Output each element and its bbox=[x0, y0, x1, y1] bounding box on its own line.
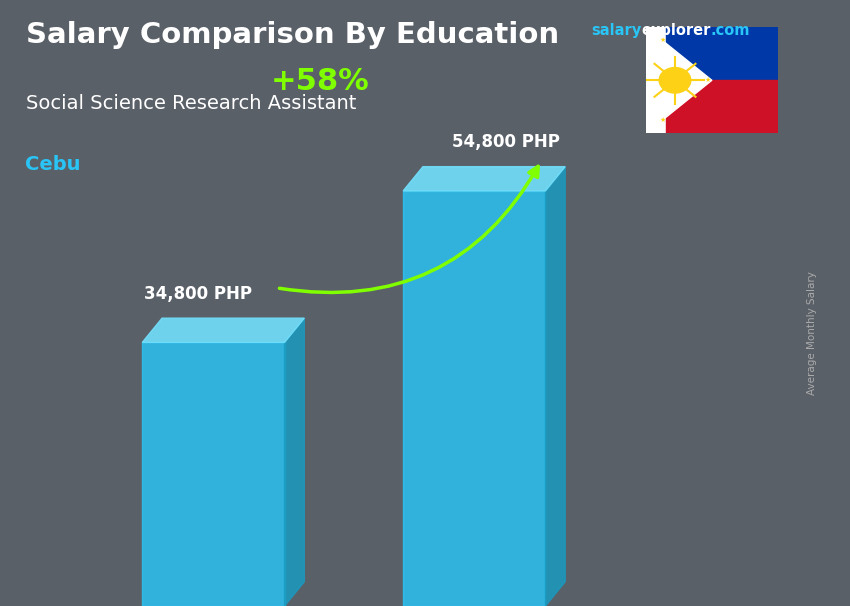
FancyArrowPatch shape bbox=[280, 167, 538, 293]
Text: Salary Comparison By Education: Salary Comparison By Education bbox=[26, 21, 558, 49]
Text: Social Science Research Assistant: Social Science Research Assistant bbox=[26, 94, 356, 113]
Text: 34,800 PHP: 34,800 PHP bbox=[144, 285, 252, 303]
Polygon shape bbox=[142, 318, 304, 342]
Polygon shape bbox=[646, 27, 778, 133]
Text: .com: .com bbox=[711, 23, 750, 38]
Polygon shape bbox=[403, 167, 565, 191]
Polygon shape bbox=[403, 191, 546, 606]
Polygon shape bbox=[666, 80, 778, 133]
Text: ★: ★ bbox=[660, 37, 666, 43]
Circle shape bbox=[660, 67, 691, 93]
Polygon shape bbox=[285, 318, 304, 606]
Text: Average Monthly Salary: Average Monthly Salary bbox=[807, 271, 817, 395]
Text: Cebu: Cebu bbox=[26, 155, 81, 173]
Text: ★: ★ bbox=[660, 116, 666, 122]
Text: +58%: +58% bbox=[271, 67, 370, 96]
Text: explorer: explorer bbox=[641, 23, 711, 38]
Text: salary: salary bbox=[591, 23, 641, 38]
Text: ★: ★ bbox=[705, 78, 711, 83]
Polygon shape bbox=[546, 167, 565, 606]
Text: 54,800 PHP: 54,800 PHP bbox=[452, 133, 560, 152]
Polygon shape bbox=[646, 27, 711, 133]
Polygon shape bbox=[666, 27, 778, 80]
Polygon shape bbox=[142, 342, 285, 606]
